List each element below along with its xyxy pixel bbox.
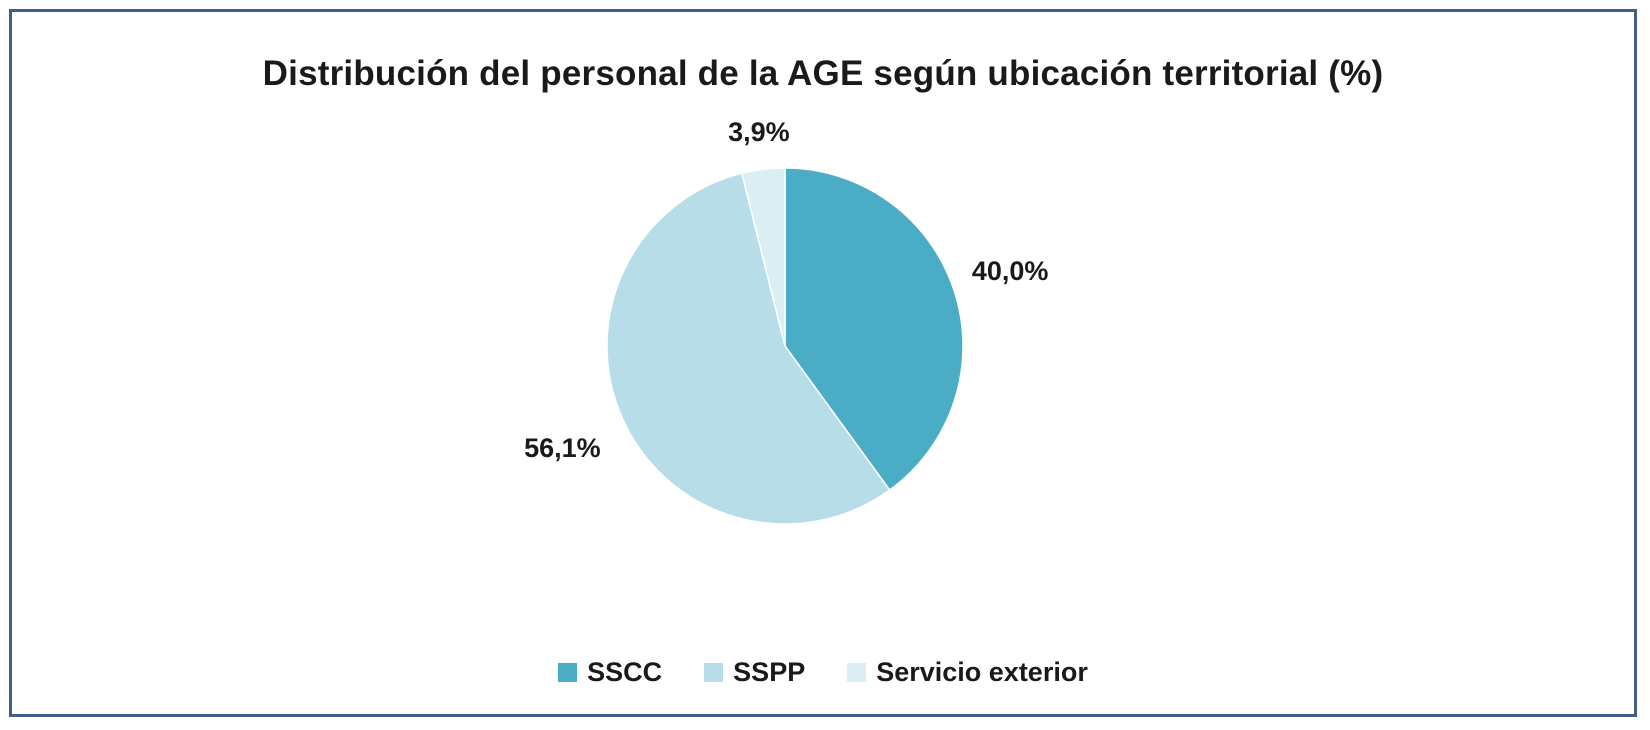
chart-title: Distribución del personal de la AGE segú… xyxy=(262,54,1384,93)
legend-label-servicio-exterior: Servicio exterior xyxy=(876,657,1088,687)
legend-swatch-sscc xyxy=(558,663,578,682)
legend-item-sspp[interactable]: SSPP xyxy=(704,657,805,688)
legend-label-sspp: SSPP xyxy=(733,657,806,687)
legend-item-sscc[interactable]: SSCC xyxy=(558,657,662,688)
pie-slice-sscc[interactable] xyxy=(784,167,964,492)
legend-label-sscc: SSCC xyxy=(587,657,663,687)
pie-slices xyxy=(606,167,964,525)
legend-item-servicio-exterior[interactable]: Servicio exterior xyxy=(847,657,1088,688)
data-label-servicio-exterior: 3,9% xyxy=(728,117,790,147)
pie-data-labels: 40,0% 56,1% 3,9% xyxy=(524,117,1048,463)
data-label-sspp: 56,1% xyxy=(524,433,601,463)
pie-chart: 40,0% 56,1% 3,9% xyxy=(524,117,1048,525)
legend-swatch-sspp xyxy=(704,663,724,682)
chart-frame: Distribución del personal de la AGE segú… xyxy=(9,9,1637,717)
pie-slice-sspp[interactable] xyxy=(606,172,891,525)
pie-slice-servicio-exterior[interactable] xyxy=(740,167,786,347)
data-label-sscc: 40,0% xyxy=(972,256,1049,286)
legend: SSCC SSPP Servicio exterior xyxy=(12,657,1634,688)
legend-swatch-servicio-exterior xyxy=(847,663,867,682)
